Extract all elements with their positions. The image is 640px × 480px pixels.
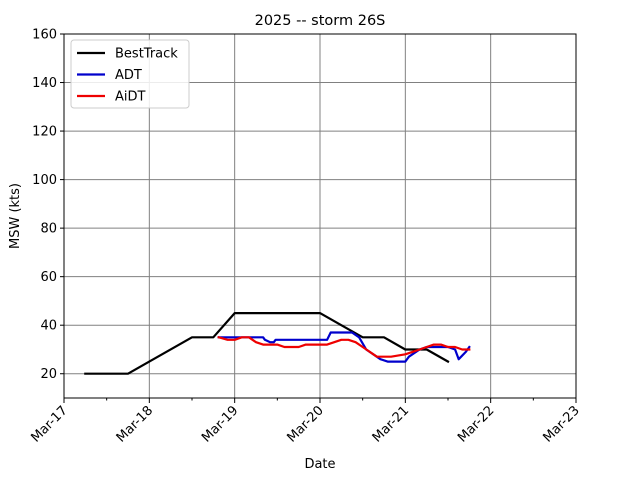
y-axis: 20 40 60 80 100 120 140 160 [32,28,64,382]
x-tick-label: Mar-21 [370,403,412,445]
x-tick-label: Mar-17 [28,403,70,445]
x-tick-label: Mar-19 [199,403,241,445]
y-tick-label: 80 [40,222,57,237]
x-tick-label: Mar-23 [540,403,582,445]
series-line-aidt [217,335,471,358]
y-tick-label: 160 [32,28,57,43]
y-tick-label: 120 [32,125,57,140]
chart-title: 2025 -- storm 26S [255,13,386,29]
series-line-adt [217,331,471,363]
y-tick-label: 60 [40,270,57,285]
series-line-besttrack [84,312,450,375]
x-axis: Mar-17 Mar-18 Mar-19 Mar-20 Mar-21 Mar-22 Mar-… [28,398,583,446]
legend-label: AiDT [115,90,146,105]
x-tick-label: Mar-22 [455,403,497,445]
y-tick-label: 140 [32,76,57,91]
x-tick-label: Mar-18 [114,403,156,445]
y-tick-label: 40 [40,319,57,334]
legend-label: BestTrack [115,47,178,62]
legend: BestTrack ADT AiDT [70,39,190,109]
legend-label: ADT [115,68,142,83]
x-tick-label: Mar-20 [284,403,326,445]
y-tick-label: 100 [32,173,57,188]
y-tick-label: 20 [40,367,57,382]
legend-box [70,39,190,109]
series-layer [84,312,471,375]
y-axis-label: MSW (kts) [8,183,23,249]
grid [63,33,577,398]
x-axis-label: Date [304,457,335,472]
